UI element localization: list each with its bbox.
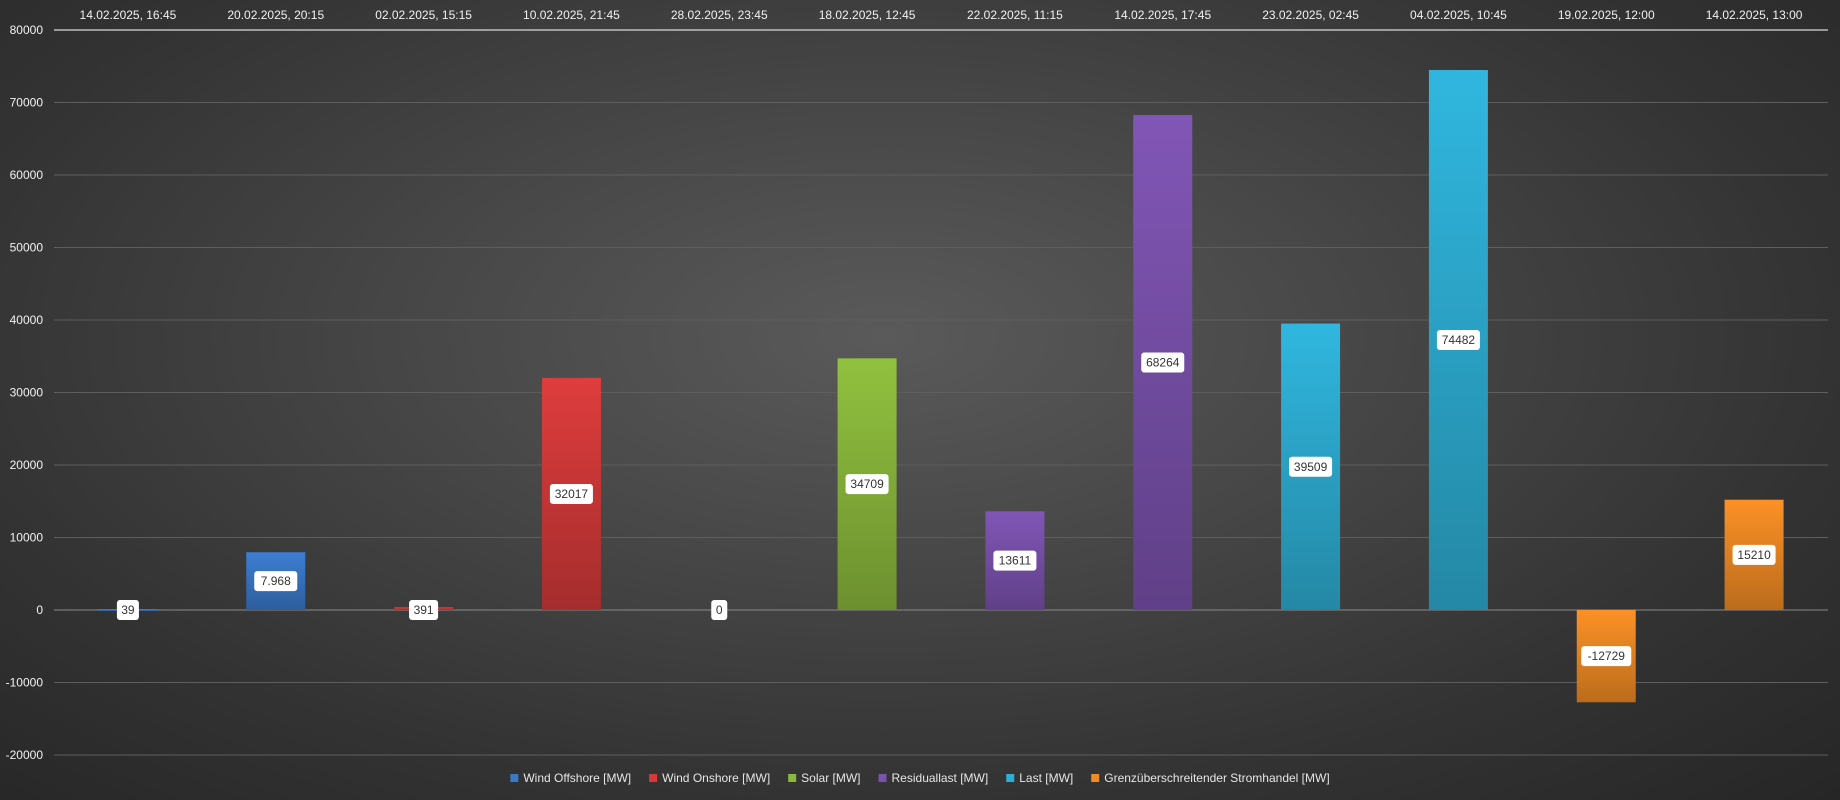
y-axis: 80000 70000 60000 50000 40000 30000 20000 10000… [6,23,44,762]
y-tick-label: 30000 [10,386,44,400]
x-tick-label: 28.02.2025, 23:45 [671,8,768,22]
y-tick-label: -10000 [6,676,44,690]
x-tick-label: 14.02.2025, 16:45 [80,8,177,22]
gridlines [54,102,1828,756]
y-tick-label: 40000 [10,313,44,327]
data-label-box [845,474,889,495]
data-label-value: 0 [716,603,723,617]
y-tick-label: 80000 [10,23,44,37]
legend-label: Wind Offshore [MW] [523,771,631,785]
data-label-box [409,600,439,620]
data-label-value: 39 [121,603,135,617]
legend-swatch [1091,774,1100,782]
legend-swatch [1006,774,1015,782]
x-tick-label: 19.02.2025, 12:00 [1558,8,1655,22]
data-label-value: -12729 [1588,649,1626,663]
x-tick-label: 22.02.2025, 11:15 [967,8,1063,22]
legend-label: Residuallast [MW] [892,771,989,785]
legend-swatch [878,774,887,782]
data-label: -12729 [1581,646,1632,667]
y-tick-label: 60000 [10,168,44,182]
data-label-value: 13611 [999,554,1032,568]
x-axis: 14.02.2025, 16:45 20.02.2025, 20:15 02.02.… [54,8,1828,31]
data-label-value: 39509 [1294,460,1328,474]
legend-swatch [649,774,658,782]
x-tick-label: 10.02.2025, 21:45 [523,8,620,22]
legend-swatch [510,774,519,782]
legend-label: Last [MW] [1019,771,1073,785]
data-label-value: 7.968 [261,574,291,588]
legend-item[interactable]: Wind Offshore [MW] [510,771,631,785]
data-label-box [1732,544,1776,565]
legend-label: Solar [MW] [801,771,860,785]
data-label-value: 32017 [555,487,589,501]
data-label: 39509 [1289,456,1333,477]
legend-swatch [788,774,797,782]
x-tick-label: 18.02.2025, 12:45 [819,8,916,22]
x-tick-label: 20.02.2025, 20:15 [227,8,324,22]
data-label: 0 [711,600,728,620]
data-label-value: 74482 [1442,333,1476,347]
y-tick-label: 10000 [10,531,44,545]
data-label-box [1289,456,1333,477]
legend-label: Wind Onshore [MW] [662,771,770,785]
data-labels: 39 7.968 391 32017 0 34709 13611 68264 39509 7448… [116,330,1776,667]
data-label: 74482 [1436,330,1480,351]
data-label-box [1581,646,1632,667]
legend-item[interactable]: Wind Onshore [MW] [649,771,770,785]
x-tick-label: 14.02.2025, 17:45 [1114,8,1211,22]
y-tick-label: -20000 [6,748,44,762]
data-label-box [993,550,1037,571]
data-label-value: 15210 [1737,548,1771,562]
x-tick-label: 14.02.2025, 13:00 [1706,8,1803,22]
data-label: 68264 [1141,352,1185,373]
data-label: 15210 [1732,544,1776,565]
data-label: 391 [409,600,439,620]
x-tick-label: 02.02.2025, 15:15 [375,8,472,22]
legend-label: Grenzüberschreitender Stromhandel [MW] [1104,771,1329,785]
data-label-value: 391 [414,603,434,617]
data-label: 39 [116,600,139,620]
x-tick-label: 23.02.2025, 02:45 [1262,8,1359,22]
y-tick-label: 0 [36,603,43,617]
bars [98,70,1784,703]
y-tick-label: 20000 [10,458,44,472]
data-label-value: 34709 [850,477,884,491]
data-label-box [116,600,139,620]
legend-item[interactable]: Residuallast [MW] [878,771,989,785]
data-label-box [549,483,593,504]
x-tick-label: 04.02.2025, 10:45 [1410,8,1507,22]
y-tick-label: 50000 [10,241,44,255]
data-label: 13611 [993,550,1037,571]
legend-item[interactable]: Grenzüberschreitender Stromhandel [MW] [1091,771,1330,785]
data-label: 32017 [549,483,593,504]
data-label-box [1141,352,1185,373]
data-label-box [711,600,728,620]
data-label-box [1436,330,1480,351]
data-label: 7.968 [254,571,298,592]
data-label: 34709 [845,474,889,495]
legend-item[interactable]: Solar [MW] [788,771,861,785]
legend[interactable]: Wind Offshore [MW] Wind Onshore [MW] Solar… [510,771,1330,785]
data-label-box [254,571,298,592]
legend-item[interactable]: Last [MW] [1006,771,1073,785]
y-tick-label: 70000 [10,96,44,110]
data-label-value: 68264 [1146,356,1180,370]
